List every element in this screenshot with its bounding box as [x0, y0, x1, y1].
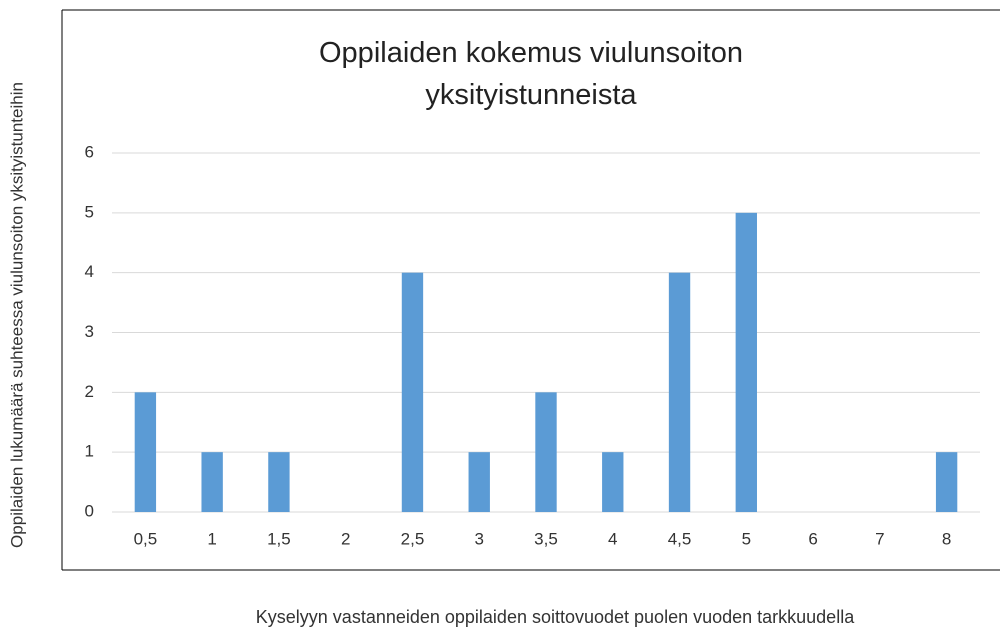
x-tick-label: 4 — [608, 529, 617, 548]
bar — [468, 452, 490, 512]
x-tick-label: 3,5 — [534, 529, 558, 548]
x-tick-label: 4,5 — [668, 529, 692, 548]
x-tick-label: 2 — [341, 529, 350, 548]
bar — [201, 452, 223, 512]
y-tick-label: 0 — [85, 501, 94, 520]
y-tick-label: 2 — [85, 382, 94, 401]
bar — [535, 392, 557, 512]
x-tick-label: 0,5 — [134, 529, 158, 548]
x-tick-label: 3 — [474, 529, 483, 548]
bar — [602, 452, 624, 512]
x-tick-label: 7 — [875, 529, 884, 548]
x-tick-label: 5 — [742, 529, 751, 548]
bar — [268, 452, 290, 512]
x-tick-label: 8 — [942, 529, 951, 548]
y-tick-label: 5 — [85, 202, 94, 221]
y-tick-label: 4 — [85, 262, 94, 281]
y-tick-label: 3 — [85, 322, 94, 341]
x-tick-label: 6 — [808, 529, 817, 548]
bar — [668, 272, 691, 512]
bar — [935, 452, 958, 512]
chart-title: Oppilaiden kokemus viulunsoiton yksityis… — [62, 32, 1000, 116]
bar — [735, 212, 757, 513]
y-axis-label: Oppilaiden lukumäärä suhteessa viulunsoi… — [7, 82, 26, 548]
bar — [401, 272, 424, 512]
x-tick-label: 1 — [207, 529, 216, 548]
y-tick-label: 1 — [85, 442, 94, 461]
chart-title-text: Oppilaiden kokemus viulunsoiton yksityis… — [319, 37, 743, 111]
x-tick-label: 2,5 — [401, 529, 425, 548]
x-tick-label: 1,5 — [267, 529, 291, 548]
y-tick-label: 6 — [85, 142, 94, 161]
x-axis-label: Kyselyyn vastanneiden oppilaiden soittov… — [256, 607, 855, 627]
bar — [134, 392, 157, 512]
